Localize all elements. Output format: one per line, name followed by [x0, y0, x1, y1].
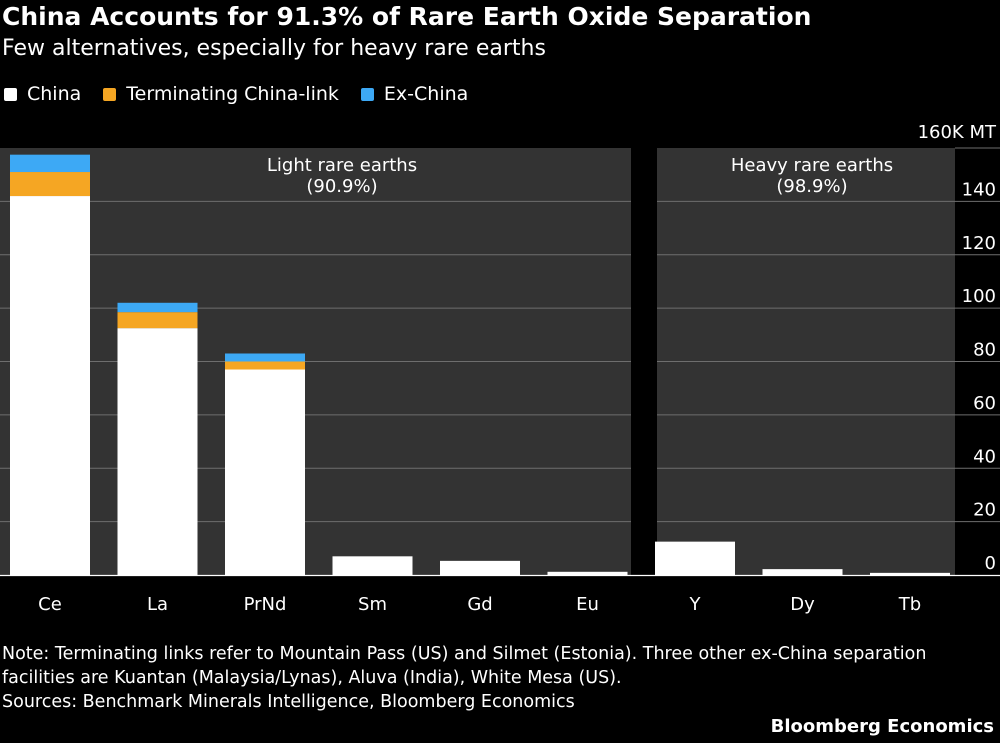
x-tick-label: Ce	[38, 594, 62, 615]
x-tick-label: Gd	[467, 594, 492, 615]
y-tick-label: 120	[962, 233, 996, 254]
legend-swatch-ex-china	[360, 87, 374, 101]
bar-sm-china	[332, 556, 413, 575]
legend-item-ex-china: Ex-China	[360, 83, 469, 105]
y-tick-label: 60	[973, 393, 996, 414]
bar-ce-terminating-china-link	[10, 172, 90, 197]
panel-sublabel: (98.9%)	[776, 176, 847, 197]
bar-eu-china	[547, 571, 628, 575]
x-tick-label: Sm	[358, 594, 387, 615]
y-tick-label: 20	[973, 500, 996, 521]
x-axis: Ce La PrNd Sm Gd Eu Y Dy Tb	[38, 594, 921, 615]
x-tick-label: La	[147, 594, 168, 615]
x-tick-label: Dy	[790, 594, 815, 615]
bar-prnd-ex-china	[225, 353, 305, 362]
bar-la-ex-china	[117, 302, 198, 313]
panel-label: Light rare earths	[267, 155, 417, 176]
x-tick-label: Tb	[898, 594, 921, 615]
legend-swatch-china	[4, 87, 17, 101]
gridlines	[0, 147, 1000, 523]
chart-legend: China Terminating China-link Ex-China	[4, 83, 490, 105]
chart-note: Note: Terminating links refer to Mountai…	[2, 644, 927, 688]
y-tick-label: 140	[962, 179, 996, 200]
y-tick-label: 100	[962, 286, 996, 307]
legend-swatch-terminating-china-link	[103, 87, 117, 101]
panel-label: Heavy rare earths	[731, 155, 893, 176]
bar-prnd-terminating-china-link	[225, 361, 305, 370]
bar-y-china	[655, 541, 735, 575]
legend-label-terminating-china-link: Terminating China-link	[126, 83, 339, 105]
y-tick-label: 80	[973, 340, 996, 361]
bars	[0, 154, 1000, 577]
bar-gd-china	[440, 560, 520, 575]
legend-item-china: China	[4, 83, 81, 105]
chart-sources: Sources: Benchmark Minerals Intelligence…	[2, 692, 575, 712]
y-tick-label: 0	[985, 553, 996, 574]
brand-logo-text: Bloomberg Economics	[770, 716, 994, 737]
panel-labels: Light rare earths(90.9%) Heavy rare earth…	[267, 155, 893, 197]
x-tick-label: PrNd	[244, 594, 287, 615]
bar-ce-china	[10, 196, 90, 575]
panel-sublabel: (90.9%)	[306, 176, 377, 197]
legend-label-ex-china: Ex-China	[383, 83, 469, 105]
y-tick-label: 40	[973, 446, 996, 467]
y-axis-top-label: 160K MT	[918, 122, 997, 143]
bar-dy-china	[762, 569, 843, 575]
x-tick-label: Eu	[576, 594, 599, 615]
bar-prnd-china	[225, 369, 305, 575]
bar-la-terminating-china-link	[117, 312, 198, 329]
bar-ce-ex-china	[10, 154, 90, 173]
chart-title: China Accounts for 91.3% of Rare Earth O…	[2, 2, 812, 31]
legend-item-terminating-china-link: Terminating China-link	[103, 83, 339, 105]
chart-subtitle: Few alternatives, especially for heavy r…	[2, 36, 546, 61]
y-axis: 0 20 40 60 80 100 120 140 160K MT	[918, 122, 997, 574]
legend-label-china: China	[27, 83, 82, 105]
bar-tb-china	[870, 572, 950, 575]
bar-la-china	[117, 328, 198, 575]
x-tick-label: Y	[689, 594, 702, 615]
bar-chart: Light rare earths(90.9%) Heavy rare earth…	[0, 122, 1000, 615]
